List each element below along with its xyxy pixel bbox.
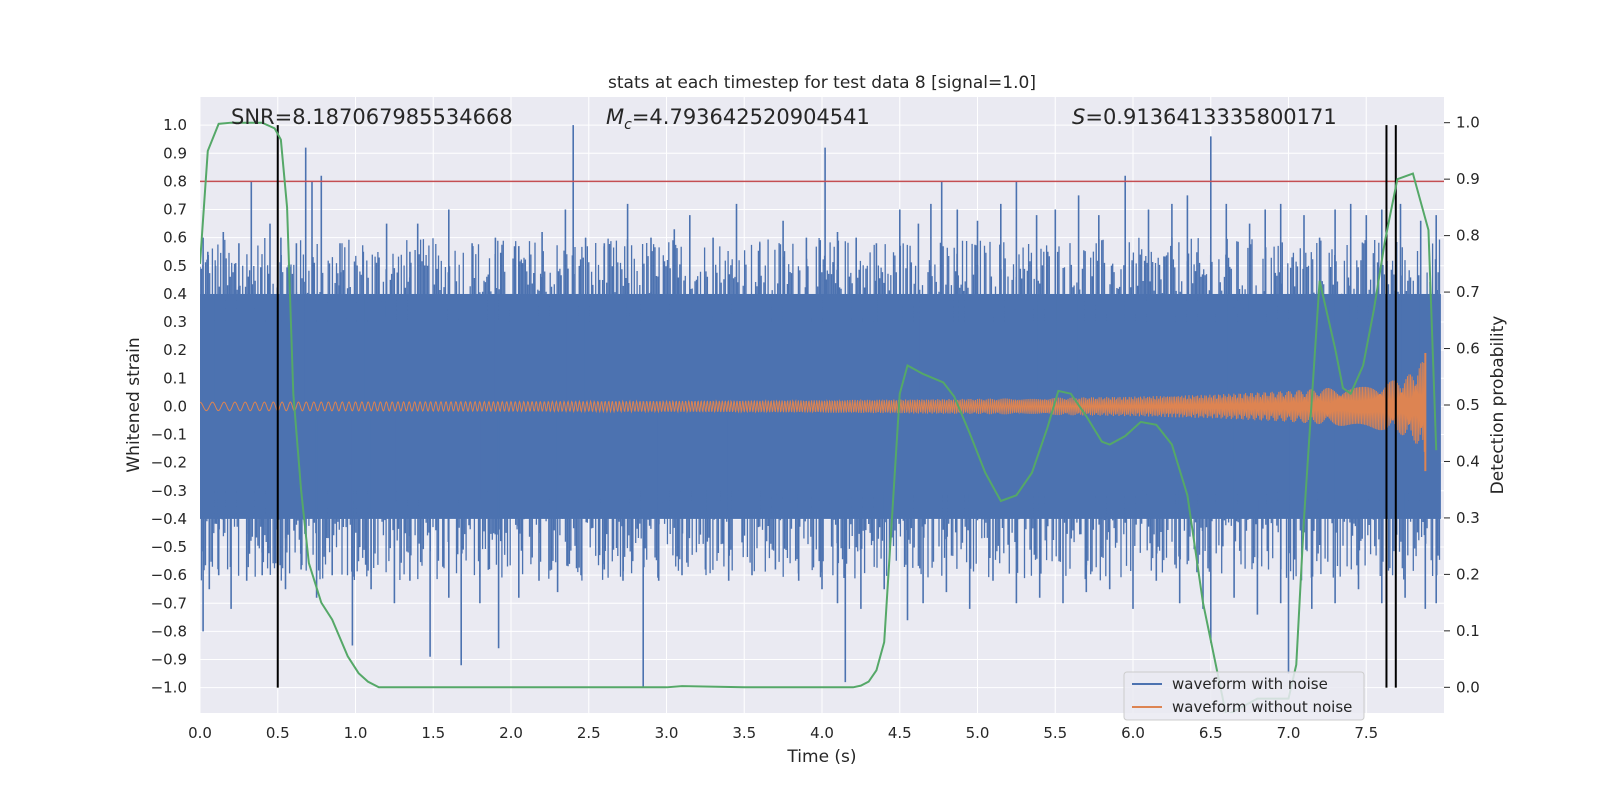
overlay-layer [200, 121, 1444, 713]
y2-tick-label: 0.7 [1456, 283, 1480, 301]
y-tick-label: 1.0 [163, 116, 187, 134]
y2-axis-label: Detection probability [1488, 316, 1508, 495]
x-axis-label: Time (s) [786, 747, 856, 767]
s-value: =0.9136413335800171 [1085, 105, 1336, 129]
x-tick-label: 0.5 [266, 724, 290, 742]
y2-tick-label: 0.1 [1456, 622, 1480, 640]
x-tick-label: 1.5 [421, 724, 445, 742]
y-tick-label: −0.7 [151, 594, 187, 612]
y-tick-label: 0.1 [163, 369, 187, 387]
y2-tick-label: 0.8 [1456, 227, 1480, 245]
series-layer [200, 125, 1441, 688]
mc-annotation: Mc=4.793642520904541 [606, 105, 870, 133]
x-tick-label: 0.0 [188, 724, 212, 742]
s-symbol: S [1072, 105, 1085, 129]
y2-tick-label: 0.2 [1456, 565, 1480, 583]
x-tick-label: 7.5 [1354, 724, 1378, 742]
legend-label-clean: waveform without noise [1172, 698, 1352, 716]
s-annotation: S=0.9136413335800171 [1072, 105, 1337, 129]
y2-tick-label: 1.0 [1456, 114, 1480, 132]
y-tick-label: 0.9 [163, 144, 187, 162]
x-tick-label: 3.5 [732, 724, 756, 742]
y-tick-label: 0.8 [163, 172, 187, 190]
mc-subscript: c [624, 117, 632, 133]
chart-title: stats at each timestep for test data 8 [… [608, 73, 1036, 93]
y-tick-label: 0.2 [163, 341, 187, 359]
y-tick-label: −0.1 [151, 426, 187, 444]
y2-tick-label: 0.3 [1456, 509, 1480, 527]
y-tick-label: −0.5 [151, 538, 187, 556]
y-axis-label: Whitened strain [124, 337, 144, 472]
y-tick-label: −1.0 [151, 679, 187, 697]
y-tick-label: −0.4 [151, 510, 187, 528]
x-tick-label: 6.0 [1121, 724, 1145, 742]
x-tick-label: 4.5 [888, 724, 912, 742]
y-tick-label: −0.6 [151, 566, 187, 584]
y-tick-label: −0.3 [151, 482, 187, 500]
noise-spikes [202, 125, 1437, 688]
snr-annotation: SNR=8.187067985534668 [231, 105, 513, 129]
mc-value: =4.793642520904541 [632, 105, 870, 129]
legend-label-noise: waveform with noise [1172, 675, 1328, 693]
y2-tick-label: 0.4 [1456, 452, 1480, 470]
y2-tick-label: 0.6 [1456, 340, 1480, 358]
y-tick-label: 0.7 [163, 201, 187, 219]
y-tick-label: 0.5 [163, 257, 187, 275]
x-tick-label: 1.0 [344, 724, 368, 742]
x-tick-label: 5.0 [966, 724, 990, 742]
detection-probability-line [200, 121, 1438, 713]
clean-waveform [200, 362, 1426, 452]
x-tick-label: 2.0 [499, 724, 523, 742]
y-tick-label: 0.3 [163, 313, 187, 331]
x-tick-label: 5.5 [1043, 724, 1067, 742]
x-tick-label: 3.0 [655, 724, 679, 742]
legend-box [1123, 671, 1365, 721]
y-tick-label: −0.8 [151, 622, 187, 640]
y-tick-label: −0.9 [151, 651, 187, 669]
y-tick-label: 0.0 [163, 397, 187, 415]
x-tick-label: 2.5 [577, 724, 601, 742]
x-tick-label: 4.0 [810, 724, 834, 742]
tick-labels: 0.0 0.5 1.0 1.5 2.0 2.5 3.0 3.5 4.0 4.5 5.0 5.5 6.0 6… [151, 114, 1480, 742]
y-tick-label: −0.2 [151, 454, 187, 472]
y2-tick-label: 0.5 [1456, 396, 1480, 414]
y-tick-label: 0.6 [163, 229, 187, 247]
x-tick-label: 6.5 [1199, 724, 1223, 742]
x-tick-label: 7.0 [1277, 724, 1301, 742]
y2-tick-label: 0.0 [1456, 678, 1480, 696]
y-tick-label: 0.4 [163, 285, 187, 303]
mc-symbol: M [606, 105, 624, 129]
legend: waveform with noise waveform without noi… [1123, 671, 1365, 721]
y2-tick-label: 0.9 [1456, 170, 1480, 188]
